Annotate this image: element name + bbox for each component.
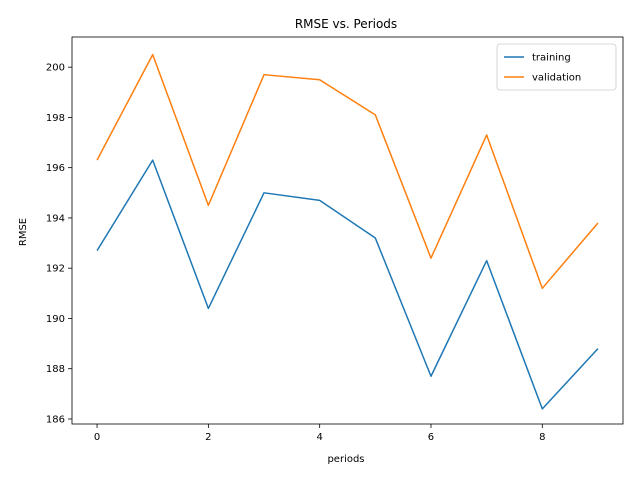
chart-title: RMSE vs. Periods (295, 17, 397, 31)
x-tick-label: 6 (428, 432, 434, 443)
y-tick-label: 196 (46, 163, 65, 174)
x-axis-ticks: 0 2 4 6 8 (94, 424, 545, 443)
series-line-training (96, 159, 599, 410)
x-tick-label: 8 (539, 432, 545, 443)
y-tick-label: 194 (46, 213, 65, 224)
y-axis-label: RMSE (18, 218, 29, 246)
y-tick-label: 186 (46, 414, 65, 425)
series-line-validation (96, 53, 599, 290)
x-tick-label: 4 (316, 432, 322, 443)
y-tick-label: 190 (46, 314, 65, 325)
y-tick-label: 198 (46, 113, 65, 124)
x-tick-label: 2 (205, 432, 211, 443)
legend-box (496, 43, 617, 91)
x-axis-label: periods (327, 454, 364, 465)
y-tick-label: 188 (46, 364, 65, 375)
legend: training validation (496, 43, 617, 91)
y-tick-label: 200 (46, 63, 65, 74)
series-lines (96, 53, 599, 410)
y-tick-label: 192 (46, 264, 65, 275)
axes-frame (71, 36, 624, 425)
x-tick-label: 0 (94, 432, 100, 443)
legend-label-validation: validation (532, 73, 581, 84)
y-axis-ticks: 186 188 190 192 194 196 198 200 (46, 63, 72, 425)
legend-label-training: training (532, 53, 571, 64)
